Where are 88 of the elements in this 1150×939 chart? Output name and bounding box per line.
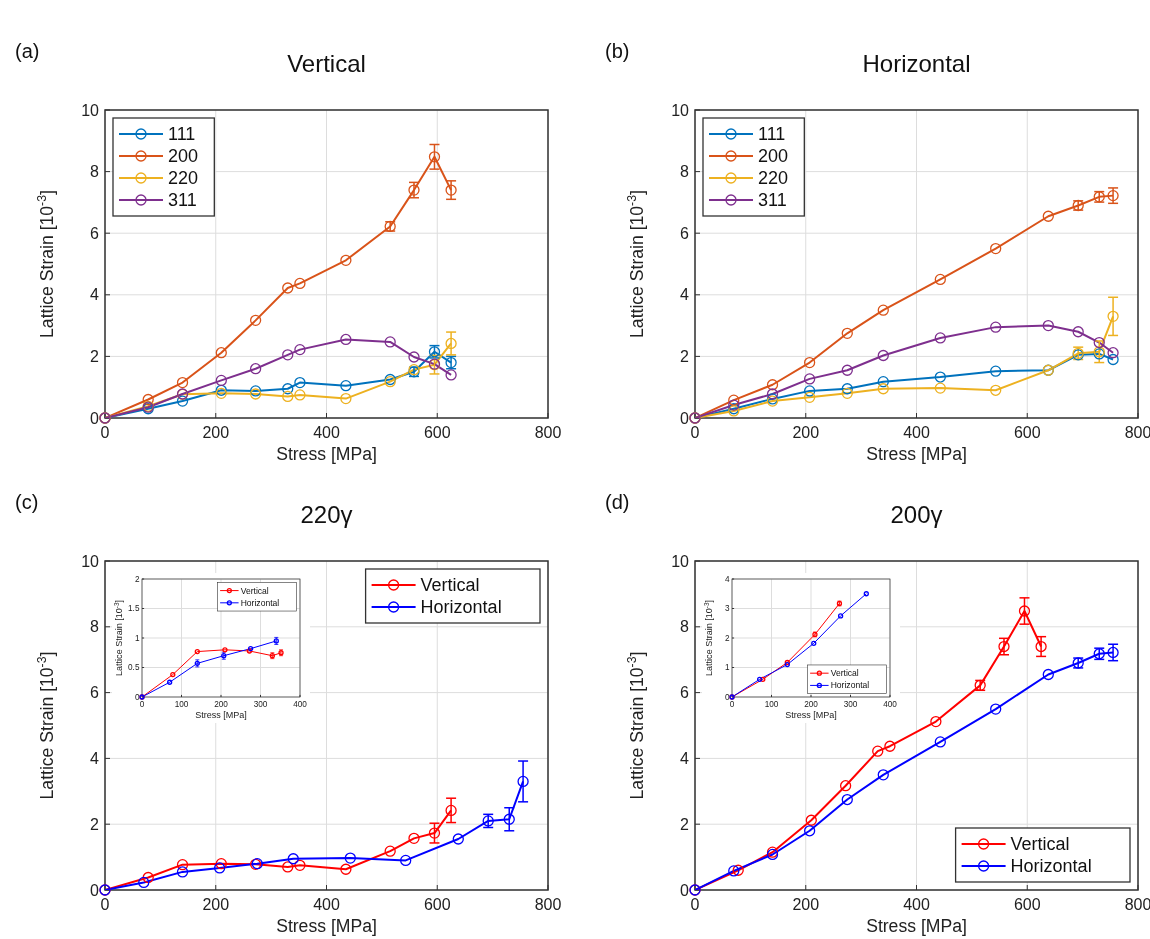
x-tick-label: 800	[1124, 424, 1150, 441]
y-tick-label: 1	[724, 663, 730, 673]
y-tick-label: 10	[81, 101, 100, 119]
y-tick-label: 8	[90, 618, 100, 636]
y-tick-label: 2	[90, 815, 100, 833]
x-tick-label: 200	[202, 424, 230, 441]
y-tick-label: 1	[134, 633, 140, 643]
y-tick-label: 4	[90, 286, 100, 304]
y-tick-label: 0.5	[128, 663, 140, 673]
y-tick-label: 0	[90, 409, 100, 427]
x-tick-label: 600	[1013, 424, 1041, 441]
y-tick-label: 4	[90, 750, 100, 767]
y-tick-label: 0	[680, 409, 690, 427]
x-axis-title: Stress [MPa]	[276, 915, 377, 936]
text: (c)	[15, 491, 39, 513]
legend-label: 311	[758, 190, 787, 211]
text: (d)	[605, 491, 630, 513]
x-tick-label: 600	[423, 424, 451, 441]
x-tick-label: 300	[843, 699, 858, 709]
y-tick-label: 4	[680, 286, 690, 304]
x-tick-label: 100	[174, 699, 189, 709]
legend-label: 220	[758, 168, 789, 189]
legend-label: Horizontal	[240, 597, 280, 608]
x-axis-title: Stress [MPa]	[195, 709, 247, 720]
chart-title: 200γ	[890, 501, 943, 528]
legend-label: 220	[168, 168, 199, 189]
y-tick-label: 2	[680, 348, 690, 365]
y-tick-label: 0	[134, 692, 140, 702]
y-tick-label: 3	[724, 604, 730, 614]
y-tick-label: 2	[680, 815, 690, 833]
legend-label: Vertical	[420, 575, 480, 596]
legend-label: 200	[168, 146, 199, 167]
x-tick-label: 800	[534, 424, 562, 441]
y-tick-label: 8	[680, 163, 690, 181]
legend-label: Vertical	[830, 668, 859, 679]
x-tick-label: 400	[883, 699, 898, 709]
x-tick-label: 200	[214, 699, 229, 709]
y-tick-label: 10	[671, 552, 690, 570]
legend-label: 111	[758, 124, 786, 145]
y-tick-label: 6	[90, 684, 100, 702]
y-tick-label: 2	[724, 633, 730, 643]
y-tick-label: 2	[134, 574, 140, 584]
x-tick-label: 600	[1013, 896, 1041, 913]
chart-title: 220γ	[300, 501, 353, 528]
x-tick-label: 200	[804, 699, 819, 709]
x-tick-label: 400	[903, 896, 930, 913]
legend-label: Horizontal	[830, 680, 870, 691]
y-tick-label: 10	[671, 101, 690, 119]
y-tick-label: 4	[680, 750, 690, 767]
legend-label: Horizontal	[420, 597, 502, 618]
y-tick-label: 6	[680, 224, 690, 242]
x-axis-title: Stress [MPa]	[866, 915, 967, 936]
legend-label: Horizontal	[1010, 856, 1092, 877]
legend-label: 311	[168, 190, 197, 211]
x-tick-label: 400	[293, 699, 308, 709]
x-tick-label: 200	[792, 896, 820, 913]
y-tick-label: 4	[724, 574, 730, 584]
y-tick-label: 2	[90, 348, 100, 365]
y-tick-label: 8	[90, 163, 100, 181]
y-tick-label: 1.5	[128, 604, 140, 614]
x-tick-label: 300	[253, 699, 268, 709]
x-tick-label: 600	[423, 896, 451, 913]
x-tick-label: 800	[1124, 896, 1150, 913]
chart-title: Horizontal	[862, 50, 971, 77]
x-tick-label: 400	[903, 424, 930, 441]
y-tick-label: 0	[680, 881, 690, 899]
y-tick-label: 8	[680, 618, 690, 636]
x-axis-title: Stress [MPa]	[866, 443, 967, 464]
y-tick-label: 0	[724, 692, 730, 702]
legend-label: 111	[168, 124, 196, 145]
x-tick-label: 400	[313, 424, 340, 441]
legend-label: Vertical	[1010, 834, 1070, 855]
text: (b)	[605, 40, 630, 62]
x-tick-label: 200	[202, 896, 230, 913]
x-tick-label: 800	[534, 896, 562, 913]
x-axis-title: Stress [MPa]	[276, 443, 377, 464]
x-tick-label: 400	[313, 896, 340, 913]
x-tick-label: 100	[764, 699, 779, 709]
chart-title: Vertical	[287, 50, 366, 77]
y-tick-label: 0	[90, 881, 100, 899]
x-tick-label: 200	[792, 424, 820, 441]
y-tick-label: 10	[81, 552, 100, 570]
legend-label: Vertical	[240, 585, 269, 596]
x-axis-title: Stress [MPa]	[785, 709, 837, 720]
legend-label: 200	[758, 146, 789, 167]
y-tick-label: 6	[680, 684, 690, 702]
text: (a)	[15, 40, 40, 62]
y-tick-label: 6	[90, 224, 100, 242]
